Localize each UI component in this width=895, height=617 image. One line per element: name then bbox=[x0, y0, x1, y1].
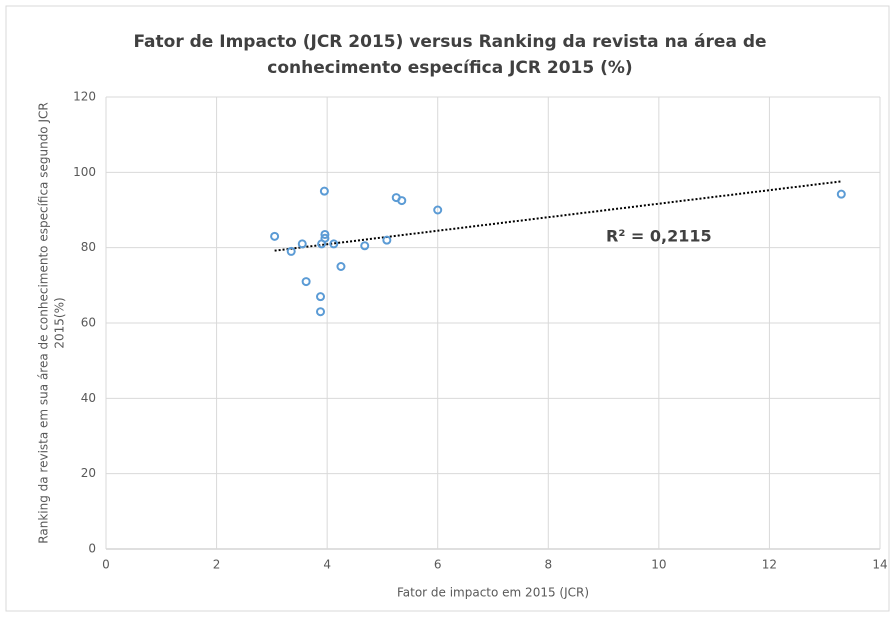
y-tick-label: 0 bbox=[88, 542, 96, 556]
point bbox=[433, 205, 443, 215]
point bbox=[336, 262, 346, 271]
y-axis-label: Ranking da revista em sua área de conhec… bbox=[37, 102, 51, 543]
point bbox=[316, 292, 326, 302]
y-tick-label: 60 bbox=[81, 316, 96, 330]
point bbox=[397, 196, 407, 206]
trendline bbox=[274, 180, 842, 252]
x-tick-label: 12 bbox=[762, 558, 777, 572]
x-tick-label: 8 bbox=[544, 558, 552, 572]
y-axis-label: 2015(%) bbox=[53, 297, 67, 348]
point bbox=[286, 246, 296, 256]
point bbox=[297, 239, 307, 249]
annotation: R² = 0,2115 bbox=[606, 227, 712, 246]
x-tick-label: 10 bbox=[651, 558, 666, 572]
x-tick-label: 2 bbox=[213, 558, 221, 572]
chart-title: conhecimento específica JCR 2015 (%) bbox=[267, 58, 632, 78]
x-tick-label: 6 bbox=[434, 558, 442, 572]
x-tick-label: 4 bbox=[323, 558, 331, 572]
y-tick-label: 80 bbox=[81, 240, 96, 254]
point bbox=[301, 277, 311, 287]
point bbox=[329, 239, 339, 249]
y-tick-label: 40 bbox=[81, 391, 96, 405]
point bbox=[319, 186, 329, 196]
y-tick-label: 100 bbox=[73, 165, 96, 179]
point bbox=[382, 235, 392, 245]
x-tick-label: 14 bbox=[872, 558, 887, 572]
point bbox=[316, 307, 326, 317]
chart-title: Fator de Impacto (JCR 2015) versus Ranki… bbox=[133, 32, 766, 52]
y-tick-label: 20 bbox=[81, 466, 96, 480]
point bbox=[360, 241, 370, 251]
y-tick-label: 120 bbox=[73, 90, 96, 104]
point bbox=[270, 231, 280, 241]
x-tick-label: 0 bbox=[102, 558, 110, 572]
chart-border bbox=[5, 5, 890, 612]
point bbox=[320, 229, 330, 239]
point bbox=[836, 189, 846, 199]
point bbox=[317, 239, 327, 249]
x-axis-label: Fator de impacto em 2015 (JCR) bbox=[397, 586, 589, 600]
